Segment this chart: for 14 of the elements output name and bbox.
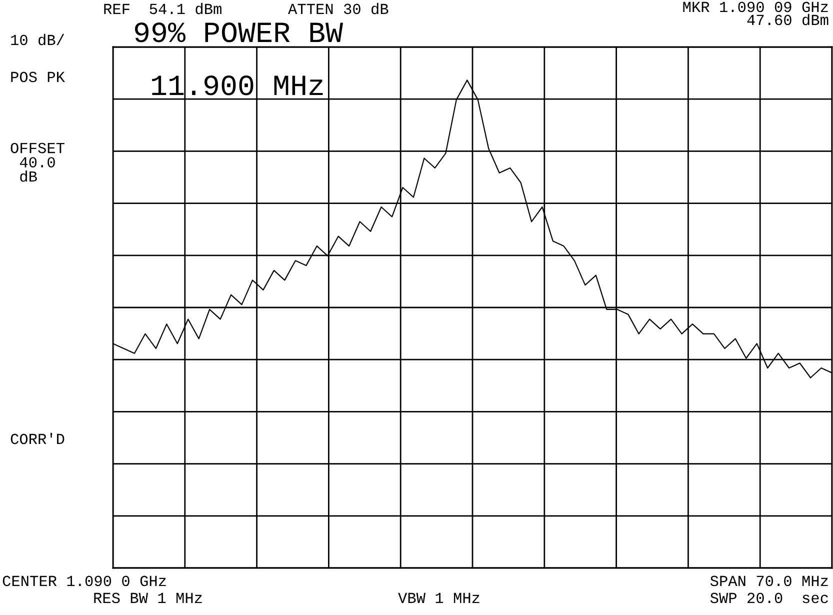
text: CORR'D: [10, 432, 64, 444]
text: SPAN 70.0 MHz: [710, 576, 828, 586]
text: CENTER 1.090 0 GHz: [2, 576, 166, 586]
text: 99% POWER BW: [135, 22, 344, 42]
text: 47.60 dBm: [747, 14, 828, 26]
text: POS PK: [11, 72, 65, 82]
text: MKR 1.090 09 GHz: [683, 2, 828, 12]
text: 10 dB/: [11, 34, 64, 46]
text: RES BW 1 MHz: [94, 592, 202, 604]
text: ATTEN 30 dB: [288, 2, 388, 14]
text: OFFSET 40.0 dB: [10, 142, 64, 182]
text: VBW 1 MHz: [398, 592, 480, 603]
text: SWP 20.0 sec: [710, 592, 828, 604]
text: REF 54.1 dBm: [104, 2, 222, 14]
